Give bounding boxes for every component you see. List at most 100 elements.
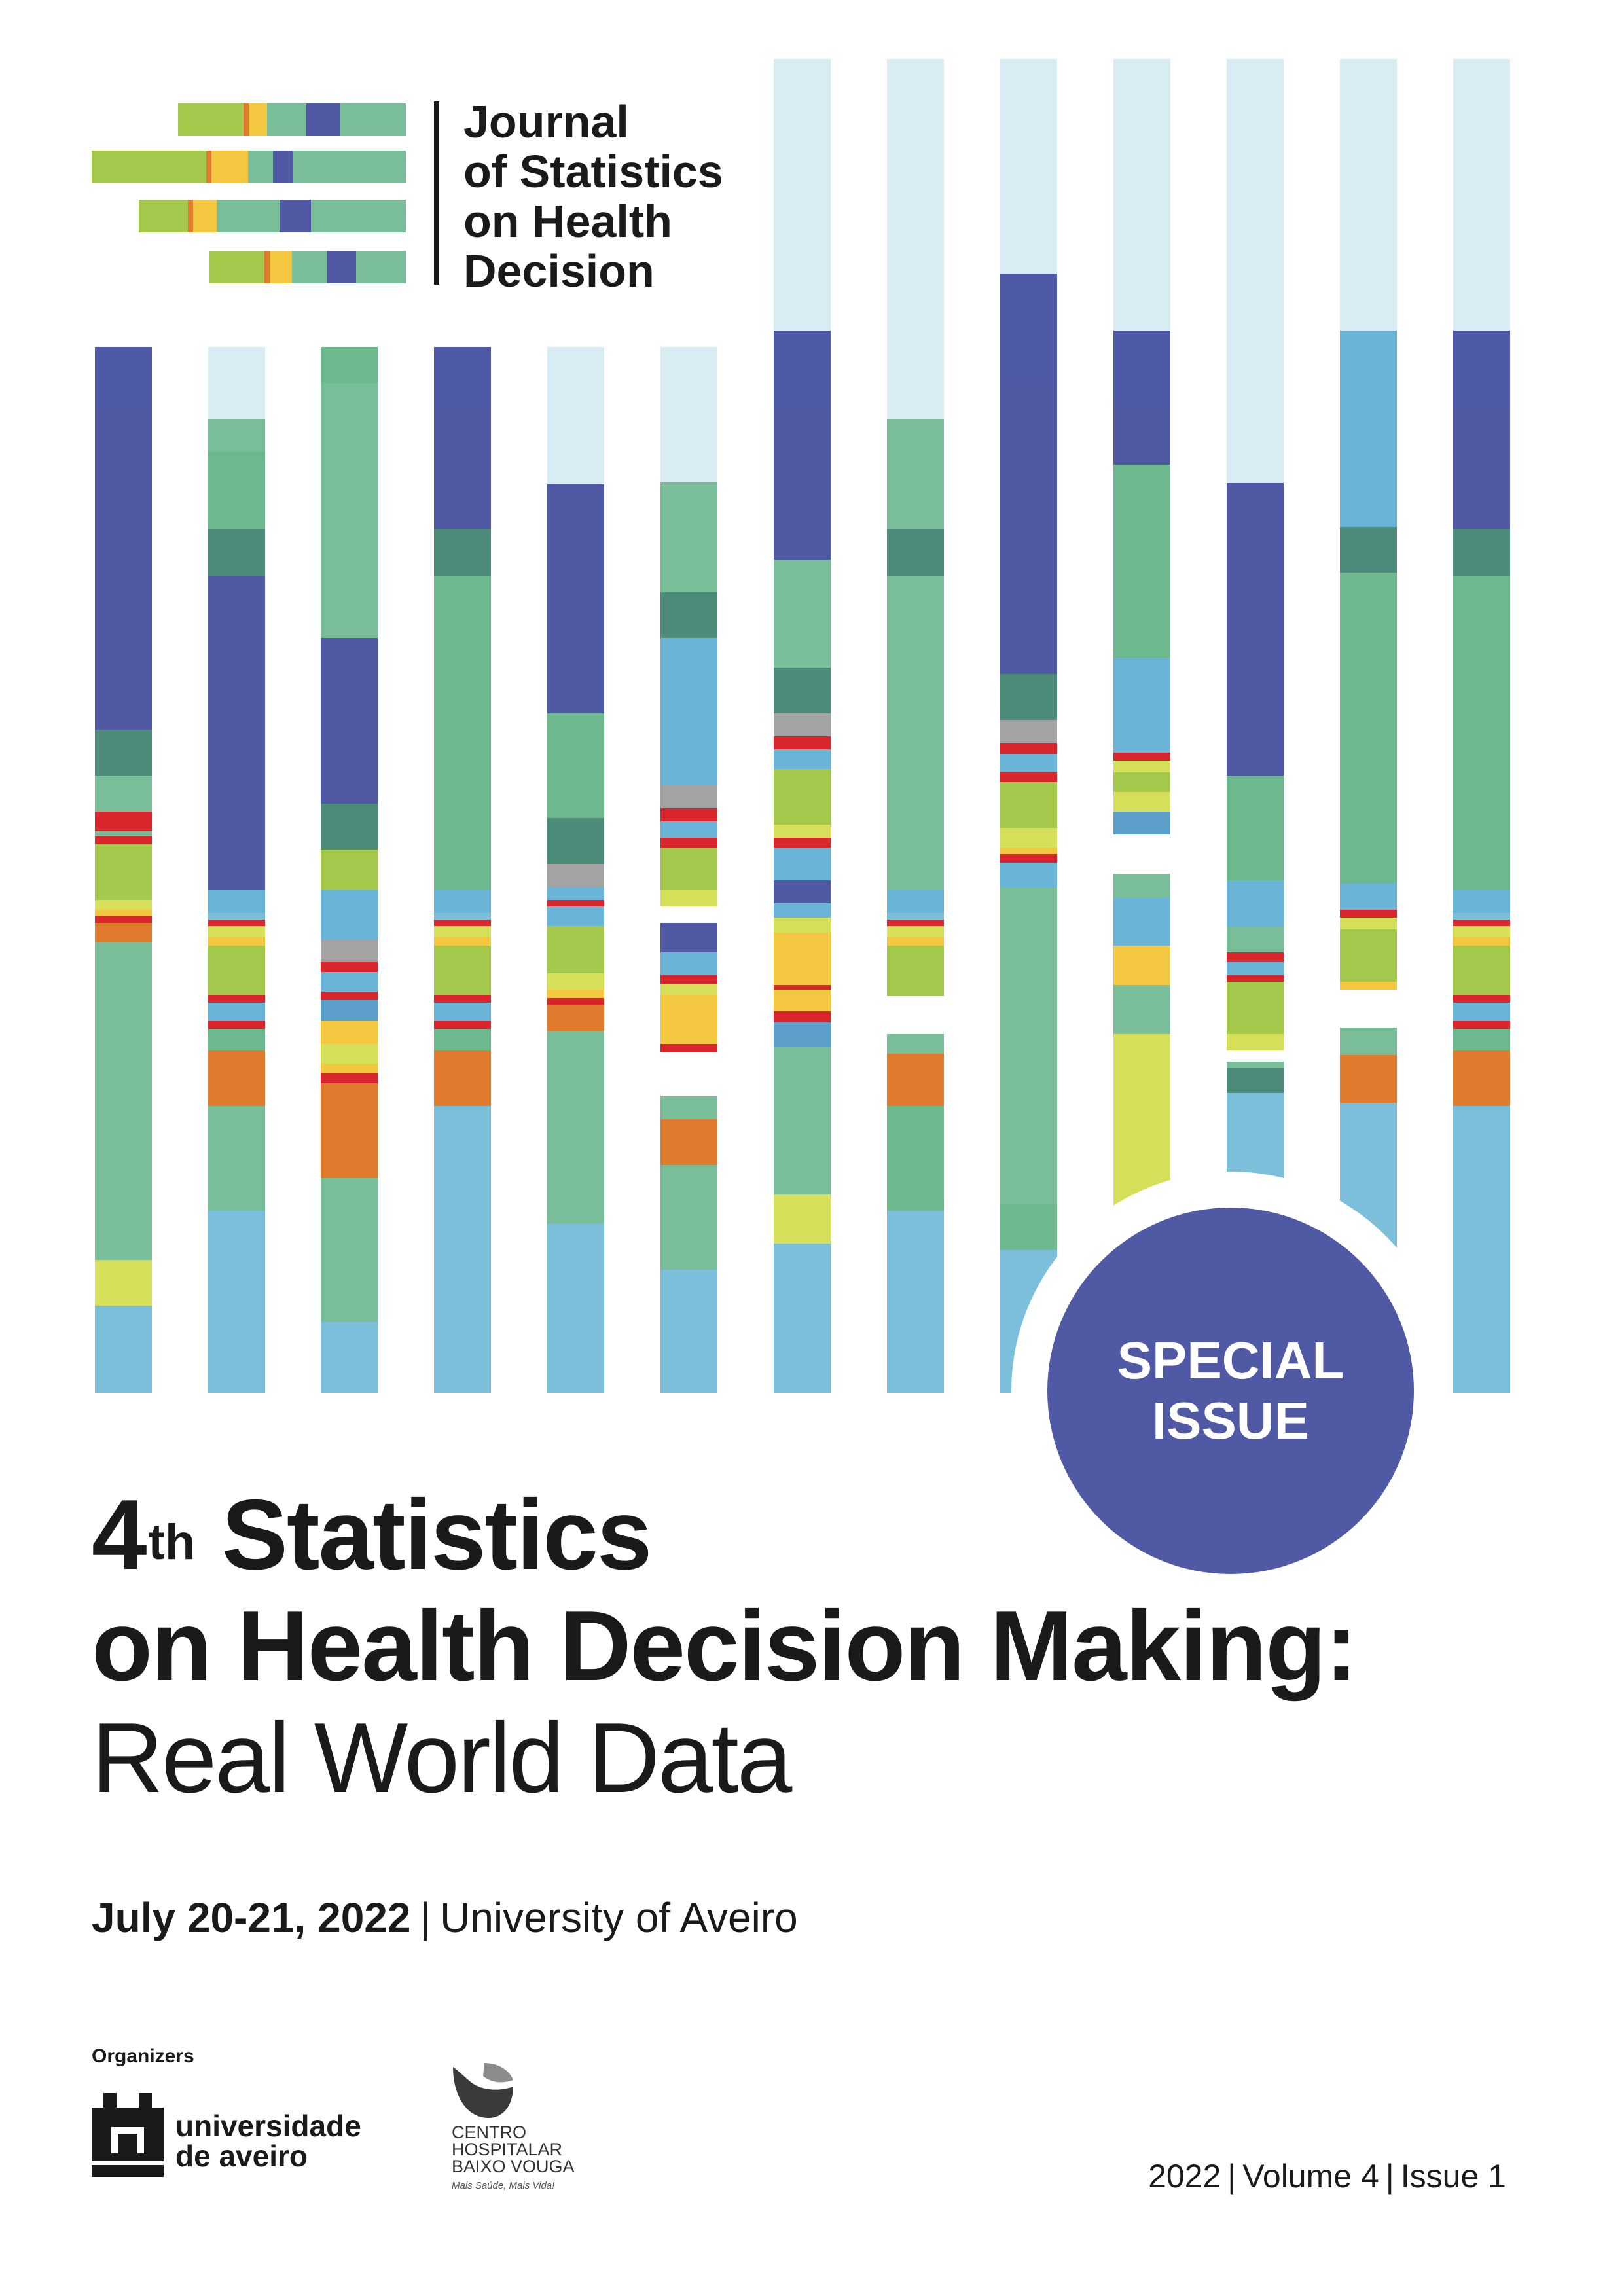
stripe-segment: [1000, 674, 1057, 720]
stripe-segment: [1000, 854, 1057, 863]
title-line-1: 4th Statistics: [92, 1479, 1564, 1590]
stripe-segment: [547, 900, 604, 906]
university-name-line-1: universidade: [175, 2109, 361, 2143]
stripe-segment: [1340, 884, 1397, 910]
stripe-column: [95, 347, 152, 1393]
stripe-segment: [208, 1106, 265, 1211]
stripe-segment: [1340, 910, 1397, 918]
stripe-segment: [1227, 926, 1284, 952]
stripe-segment: [321, 638, 378, 804]
stripe-segment: [887, 1054, 944, 1106]
stripe-segment: [1113, 874, 1170, 898]
stripe-segment: [660, 1270, 717, 1393]
stripe-segment: [321, 1021, 378, 1044]
stripe-segment: [547, 887, 604, 900]
stripe-column: [434, 347, 491, 1393]
stripe-segment: [434, 576, 491, 890]
stripe-column: [1113, 59, 1170, 1393]
stripe-segment: [321, 804, 378, 850]
journal-title-line-3: on Health: [463, 196, 672, 247]
stripe-segment: [434, 1106, 491, 1393]
stripe-segment: [1000, 274, 1057, 383]
stripe-segment: [321, 992, 378, 1000]
stripe-segment: [774, 1194, 831, 1244]
stripe-segment: [95, 802, 152, 812]
stripe-segment: [208, 920, 265, 926]
stripe-segment: [1000, 782, 1057, 828]
stripe-segment: [1453, 331, 1510, 407]
stripe-segment: [321, 1178, 378, 1322]
stripe-segment: [660, 482, 717, 592]
university-name-line-2: de aveiro: [175, 2139, 308, 2173]
stripe-segment: [434, 1029, 491, 1050]
stripe-segment: [321, 1073, 378, 1083]
stripe-segment: [321, 383, 378, 638]
stripe-segment: [321, 1000, 378, 1021]
stripe-segment: [1113, 753, 1170, 761]
stripe-segment: [1453, 1050, 1510, 1106]
stripe-column: [208, 347, 265, 1393]
stripe-segment: [774, 1047, 831, 1194]
stripe-segment: [1453, 59, 1510, 331]
logo-row-4: [209, 251, 406, 283]
stripe-segment: [1113, 761, 1170, 772]
stripe-segment: [774, 713, 831, 736]
stripe-segment: [547, 906, 604, 926]
stripe-segment: [547, 990, 604, 998]
stripe-segment: [208, 1211, 265, 1393]
stripe-column: [547, 347, 604, 1393]
stripe-segment: [434, 1003, 491, 1021]
stripe-segment: [1113, 59, 1170, 331]
stripe-segment: [321, 1083, 378, 1178]
stripe-column: [321, 347, 378, 1393]
stripe-segment: [774, 749, 831, 769]
stripe-segment: [660, 1044, 717, 1052]
stripe-segment: [774, 933, 831, 985]
stripe-segment: [887, 1106, 944, 1211]
stripe-segment: [434, 920, 491, 926]
stripe-segment: [774, 59, 831, 331]
stripe-segment: [1340, 59, 1397, 331]
stripe-segment: [95, 1306, 152, 1393]
stripe-segment: [321, 939, 378, 962]
stripe-segment: [95, 942, 152, 1260]
stripe-segment: [547, 347, 604, 484]
stripe-segment: [774, 838, 831, 848]
stripe-segment: [887, 1211, 944, 1393]
issue-year: 2022: [1148, 2158, 1221, 2195]
stripe-segment: [434, 890, 491, 913]
stripe-segment: [1113, 985, 1170, 1034]
stripe-segment: [660, 1096, 717, 1119]
stripe-segment: [1453, 913, 1510, 920]
stripe-segment: [95, 900, 152, 910]
journal-logo-icon: [92, 103, 406, 283]
stripe-segment: [1453, 576, 1510, 890]
stripe-segment: [95, 884, 152, 900]
stripe-segment: [1113, 792, 1170, 812]
issue-info: 2022 | Volume 4 | Issue 1: [1148, 2157, 1506, 2196]
stripe-segment: [547, 973, 604, 990]
stripe-segment: [660, 923, 717, 952]
stripe-segment: [774, 331, 831, 409]
stripe-segment: [95, 812, 152, 831]
event-date: July 20-21, 2022: [92, 1894, 411, 1941]
stripe-segment: [1453, 407, 1510, 529]
stripe-segment: [1340, 982, 1397, 990]
stripe-column: [1000, 59, 1057, 1393]
logo-row-1: [178, 103, 406, 136]
hospital-name: CENTRO HOSPITALAR BAIXO VOUGA Mais Saúde…: [452, 2124, 575, 2195]
stripe-segment: [434, 529, 491, 576]
stripe-segment: [660, 890, 717, 906]
stripe-segment: [1227, 1062, 1284, 1068]
stripe-segment: [547, 484, 604, 713]
stripe-segment: [887, 937, 944, 946]
stripe-segment: [660, 838, 717, 848]
stripe-segment: [95, 776, 152, 802]
stripe-segment: [1453, 890, 1510, 913]
stripe-segment: [321, 850, 378, 890]
dateline-separator: |: [420, 1894, 431, 1941]
stripe-segment: [1113, 812, 1170, 834]
stripe-segment: [887, 529, 944, 576]
journal-title: Journal of Statistics on Health Decision: [463, 97, 804, 296]
issue-volume: Volume 4: [1242, 2158, 1379, 2195]
